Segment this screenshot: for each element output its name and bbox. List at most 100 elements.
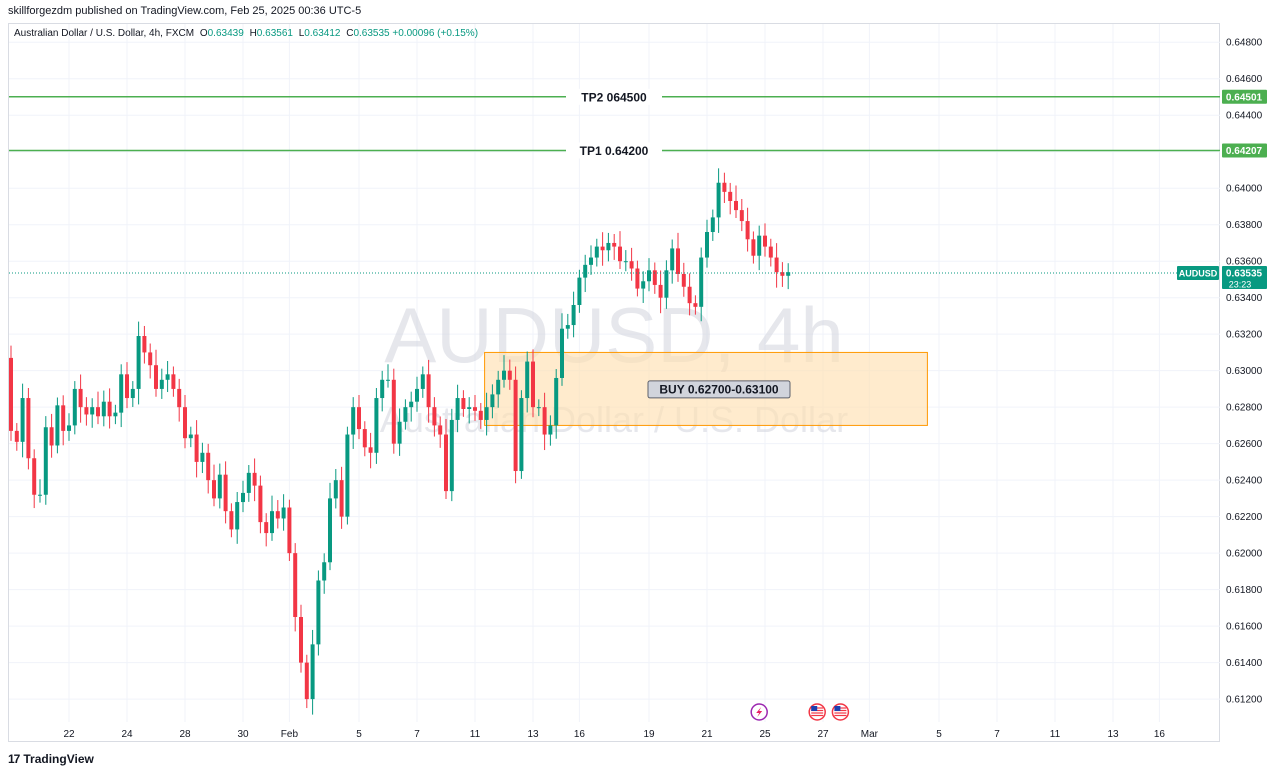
candle-body[interactable] (206, 452, 211, 481)
tradingview-footer[interactable]: 17 TradingView (8, 752, 94, 766)
candle-body[interactable] (768, 246, 773, 258)
candle-body[interactable] (258, 485, 263, 523)
candle-body[interactable] (751, 239, 756, 256)
candle-body[interactable] (130, 388, 135, 399)
candle-body[interactable] (478, 410, 483, 420)
candle-body[interactable] (322, 562, 327, 581)
candle-body[interactable] (641, 281, 646, 289)
candle-body[interactable] (647, 270, 651, 282)
candle-body[interactable] (38, 494, 42, 496)
candle-body[interactable] (380, 379, 385, 399)
candle-body[interactable] (107, 401, 112, 417)
candle-body[interactable] (780, 272, 785, 276)
chart-frame[interactable] (8, 23, 1220, 742)
candle-body[interactable] (745, 221, 750, 240)
candle-body[interactable] (148, 352, 153, 366)
candle-body[interactable] (670, 248, 675, 271)
candle-body[interactable] (542, 407, 547, 435)
candle-body[interactable] (618, 246, 622, 262)
candle-body[interactable] (275, 511, 280, 519)
candle-body[interactable] (183, 407, 187, 439)
candle-body[interactable] (113, 412, 118, 417)
candle-body[interactable] (357, 407, 361, 430)
candle-body[interactable] (681, 273, 686, 287)
candle-body[interactable] (368, 447, 373, 453)
candle-body[interactable] (449, 419, 454, 492)
candle-body[interactable] (432, 407, 437, 426)
candle-body[interactable] (55, 405, 60, 446)
candle-body[interactable] (217, 474, 222, 499)
candle-body[interactable] (246, 472, 251, 493)
candle-body[interactable] (241, 492, 245, 503)
candle-body[interactable] (281, 507, 286, 519)
candle-body[interactable] (391, 379, 396, 444)
candle-body[interactable] (96, 407, 100, 417)
candle-body[interactable] (484, 407, 489, 420)
candle-body[interactable] (519, 398, 524, 472)
candle-body[interactable] (299, 616, 303, 663)
candle-body[interactable] (664, 270, 669, 298)
candle-body[interactable] (177, 388, 182, 408)
candle-body[interactable] (536, 407, 541, 409)
candle-body[interactable] (652, 270, 657, 285)
candle-body[interactable] (26, 398, 31, 459)
candle-body[interactable] (386, 379, 390, 381)
candle-body[interactable] (409, 401, 414, 408)
candle-body[interactable] (623, 261, 628, 263)
candle-body[interactable] (67, 425, 71, 431)
candle-body[interactable] (188, 434, 193, 439)
candle-body[interactable] (554, 377, 559, 426)
candle-body[interactable] (339, 480, 344, 517)
candle-body[interactable] (658, 284, 663, 298)
candle-body[interactable] (84, 407, 89, 415)
candle-body[interactable] (415, 388, 419, 402)
candle-body[interactable] (548, 425, 553, 435)
candle-body[interactable] (583, 264, 588, 278)
candle-body[interactable] (328, 498, 332, 563)
candle-body[interactable] (304, 662, 309, 700)
candle-body[interactable] (560, 328, 564, 378)
candle-body[interactable] (264, 522, 269, 534)
candle-body[interactable] (310, 644, 315, 700)
candle-body[interactable] (490, 394, 495, 408)
candle-body[interactable] (154, 365, 158, 389)
candle-body[interactable] (159, 379, 164, 389)
candle-body[interactable] (101, 401, 106, 417)
candle-body[interactable] (32, 458, 37, 495)
candle-body[interactable] (420, 374, 425, 389)
candle-body[interactable] (473, 407, 477, 411)
candle-body[interactable] (774, 257, 779, 273)
candle-body[interactable] (223, 474, 228, 512)
candle-body[interactable] (235, 502, 240, 530)
candle-body[interactable] (403, 407, 408, 422)
candle-body[interactable] (594, 246, 599, 258)
candle-body[interactable] (565, 325, 570, 329)
candle-body[interactable] (496, 379, 501, 395)
candle-body[interactable] (270, 511, 274, 534)
candle-body[interactable] (693, 303, 698, 307)
candle-body[interactable] (786, 272, 791, 276)
candle-body[interactable] (78, 388, 83, 408)
candle-body[interactable] (229, 511, 234, 530)
candle-body[interactable] (333, 480, 338, 499)
candle-body[interactable] (142, 336, 147, 353)
candle-body[interactable] (455, 398, 460, 420)
candle-body[interactable] (728, 191, 733, 201)
candle-body[interactable] (716, 182, 721, 218)
candle-body[interactable] (571, 304, 576, 326)
candle-body[interactable] (739, 210, 744, 222)
candle-body[interactable] (43, 427, 48, 495)
candle-body[interactable] (252, 472, 257, 486)
candle-body[interactable] (426, 374, 431, 408)
candle-body[interactable] (629, 261, 634, 269)
candle-body[interactable] (438, 425, 443, 435)
candle-body[interactable] (90, 407, 95, 415)
candle-body[interactable] (710, 217, 715, 233)
candle-body[interactable] (635, 268, 640, 289)
candle-body[interactable] (513, 379, 518, 472)
candle-body[interactable] (467, 407, 472, 409)
candle-body[interactable] (293, 553, 298, 617)
candle-body[interactable] (61, 405, 66, 431)
candle-body[interactable] (165, 374, 170, 380)
